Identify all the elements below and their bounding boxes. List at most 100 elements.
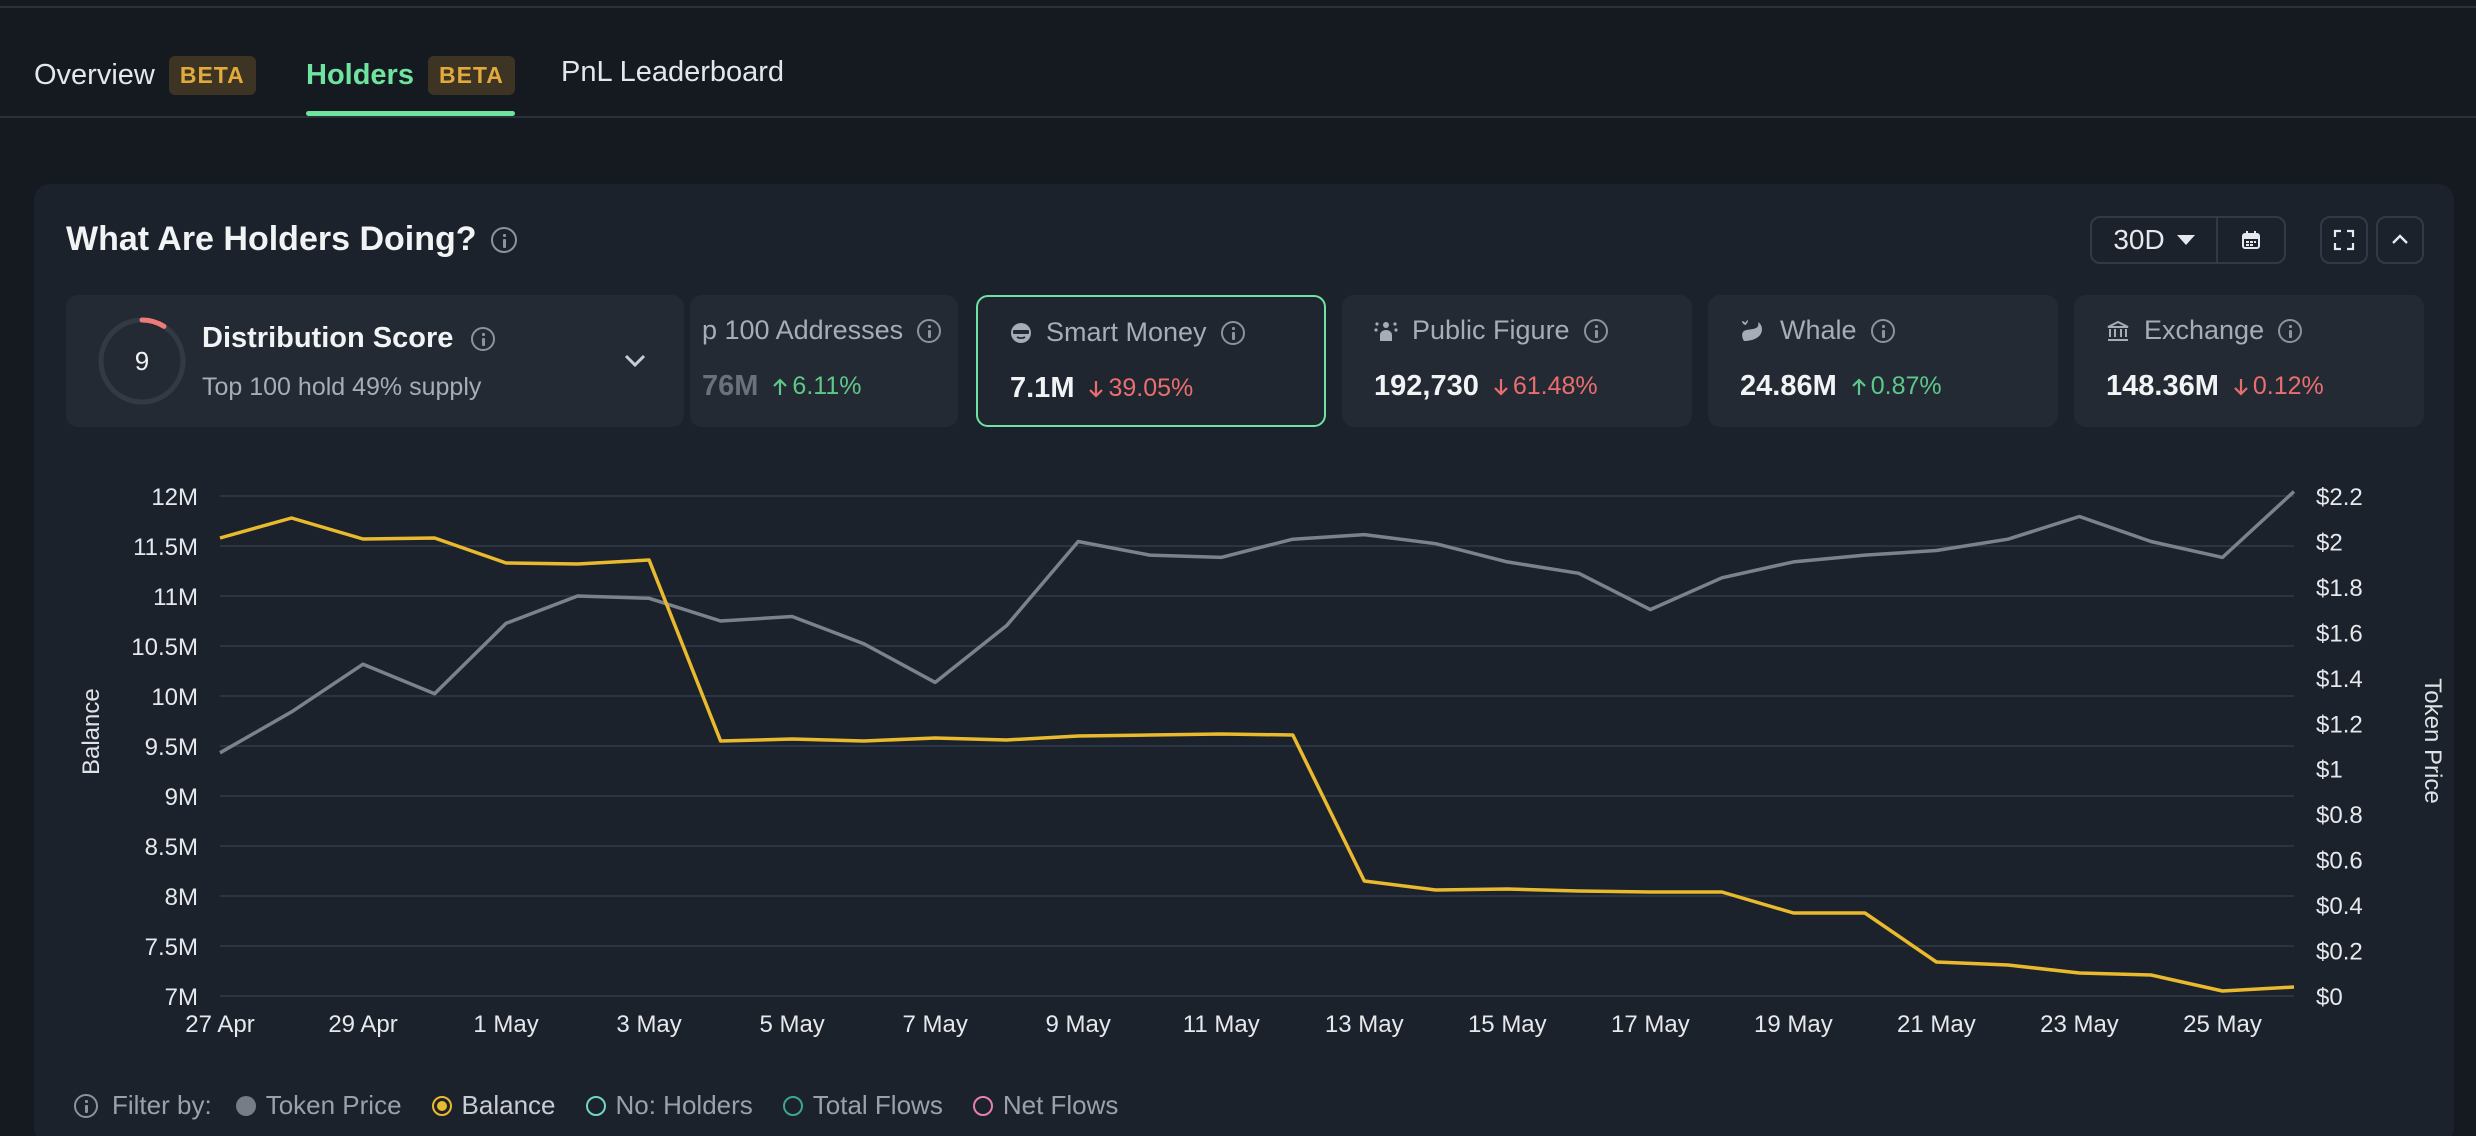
legend-label: Net Flows <box>1002 1090 1119 1120</box>
fullscreen-button[interactable] <box>2320 216 2368 264</box>
y-tick-label: 8.5M <box>145 834 198 861</box>
card-label-text: Whale <box>1780 315 1857 345</box>
range-control: 30D <box>2090 216 2286 264</box>
card-value-text: 192,730 <box>1374 370 1479 402</box>
legend-balance[interactable]: Balance <box>431 1090 556 1121</box>
x-tick-label: 11 May <box>1183 1011 1260 1038</box>
arrow-up-icon <box>1851 377 1866 395</box>
card-smart-money[interactable]: Smart Money 7.1M 39.05% <box>976 295 1326 427</box>
change-value: 6.11% <box>792 372 862 400</box>
tab-pnl-label: PnL Leaderboard <box>561 56 785 88</box>
card-value-text: 7.1M <box>1010 372 1075 404</box>
change-value: 61.48% <box>1512 372 1598 400</box>
y2-tick-label: $1.2 <box>2316 711 2363 738</box>
public-figure-icon <box>1374 321 1398 341</box>
legend-total-flows[interactable]: Total Flows <box>782 1090 943 1121</box>
bank-icon <box>2107 320 2129 341</box>
active-tab-indicator <box>306 111 515 116</box>
legend-token-price[interactable]: Token Price <box>235 1090 402 1121</box>
card-whale[interactable]: Whale 24.86M 0.87% <box>1708 295 2058 427</box>
smart-money-icon <box>1011 322 1031 343</box>
arrow-down-icon <box>1494 378 1508 396</box>
arrow-down-icon <box>2234 378 2248 396</box>
card-label: Smart Money <box>1010 317 1245 348</box>
change-value: 0.87% <box>1870 372 1942 400</box>
x-tick-label: 1 May <box>473 1011 538 1038</box>
info-icon[interactable] <box>471 326 496 351</box>
card-value: 24.86M 0.87% <box>1740 370 1942 403</box>
y2-tick-label: $2.2 <box>2316 484 2363 511</box>
y2-tick-label: $1.6 <box>2316 620 2363 647</box>
collapse-button[interactable] <box>2376 216 2424 264</box>
x-tick-label: 17 May <box>1611 1011 1690 1038</box>
info-icon[interactable] <box>2278 318 2303 343</box>
arrow-up-icon <box>773 377 788 395</box>
info-icon[interactable] <box>1220 320 1245 345</box>
beta-badge: BETA <box>168 56 256 95</box>
card-exchange[interactable]: Exchange 148.36M 0.12% <box>2074 295 2424 427</box>
y2-tick-label: $0.4 <box>2316 893 2363 920</box>
info-icon[interactable] <box>490 226 517 253</box>
caret-down-icon <box>2176 235 2195 245</box>
y2-tick-label: $1.4 <box>2316 666 2363 693</box>
y2-axis-title: Token Price <box>2419 678 2446 804</box>
holders-chart: 12M 11.5M 11M 10.5M 10M 9.5M 9M 8.5M 8M 7.5M 7M $2.… <box>131 484 2363 1038</box>
y-tick-label: 11.5M <box>133 534 198 561</box>
info-icon[interactable] <box>1583 318 1608 343</box>
card-label: Exchange <box>2106 315 2303 346</box>
change-value: 39.05% <box>1108 374 1194 402</box>
x-tick-label: 29 Apr <box>328 1011 397 1038</box>
x-tick-label: 13 May <box>1325 1011 1404 1038</box>
card-top-100-addresses[interactable]: p 100 Addresses 76M 6.11% <box>690 295 958 427</box>
card-value: 192,730 61.48% <box>1374 370 1598 403</box>
x-tick-label: 25 May <box>2183 1011 2262 1038</box>
y-axis-title: Balance <box>78 688 105 775</box>
legend-dot <box>782 1095 803 1116</box>
range-value: 30D <box>2113 224 2165 255</box>
y-tick-label: 11M <box>153 584 198 611</box>
legend-label: No: Holders <box>615 1090 753 1120</box>
legend-no-holders[interactable]: No: Holders <box>585 1090 753 1121</box>
change-down: 61.48% <box>1493 372 1598 401</box>
card-label-text: Smart Money <box>1046 317 1207 347</box>
y-tick-label: 8M <box>165 884 198 911</box>
y-tick-label: 9.5M <box>145 734 198 761</box>
info-icon[interactable] <box>1870 318 1895 343</box>
range-select[interactable]: 30D <box>2092 218 2218 262</box>
chevron-down-icon[interactable] <box>622 351 648 369</box>
distribution-title-text: Distribution Score <box>202 322 454 354</box>
series-line-balance <box>219 516 2295 993</box>
tab-bar: Overview BETA Holders BETA PnL Leaderboa… <box>0 8 2476 118</box>
x-tick-label: 23 May <box>2040 1011 2119 1038</box>
distribution-score-card[interactable]: 9 Distribution Score Top 100 hold 49% su… <box>66 295 684 427</box>
score-gauge: 9 <box>98 317 186 405</box>
info-icon[interactable] <box>74 1093 98 1118</box>
legend-label: Token Price <box>265 1090 402 1120</box>
expand-icon <box>2333 229 2355 251</box>
legend-filter: Filter by: Token Price Balance No: Holde… <box>74 1090 1148 1121</box>
tab-overview[interactable]: Overview BETA <box>34 56 256 95</box>
x-tick-label: 27 Apr <box>185 1011 254 1038</box>
card-value-text: 24.86M <box>1740 370 1837 402</box>
top-divider <box>0 0 2476 8</box>
score-value: 9 <box>135 346 149 376</box>
tab-holders[interactable]: Holders BETA <box>306 56 515 95</box>
x-tick-label: 9 May <box>1046 1011 1111 1038</box>
fade-mask <box>690 295 704 427</box>
card-value: 7.1M 39.05% <box>1010 372 1193 405</box>
x-tick-label: 19 May <box>1754 1011 1833 1038</box>
tab-pnl-leaderboard[interactable]: PnL Leaderboard <box>561 56 784 89</box>
x-tick-label: 15 May <box>1468 1011 1547 1038</box>
legend-dot <box>431 1095 452 1116</box>
y2-tick-label: $0.8 <box>2316 802 2363 829</box>
y-tick-label: 10.5M <box>131 634 198 661</box>
card-label-text: Exchange <box>2144 315 2265 345</box>
legend-net-flows[interactable]: Net Flows <box>972 1090 1119 1121</box>
card-public-figure[interactable]: Public Figure 192,730 61.48% <box>1342 295 1692 427</box>
panel-title-text: What Are Holders Doing? <box>66 220 477 258</box>
legend-dot <box>585 1095 606 1116</box>
x-tick-label: 3 May <box>616 1011 681 1038</box>
info-icon[interactable] <box>917 318 942 343</box>
tab-holders-label: Holders <box>306 59 414 91</box>
calendar-button[interactable] <box>2218 218 2284 262</box>
